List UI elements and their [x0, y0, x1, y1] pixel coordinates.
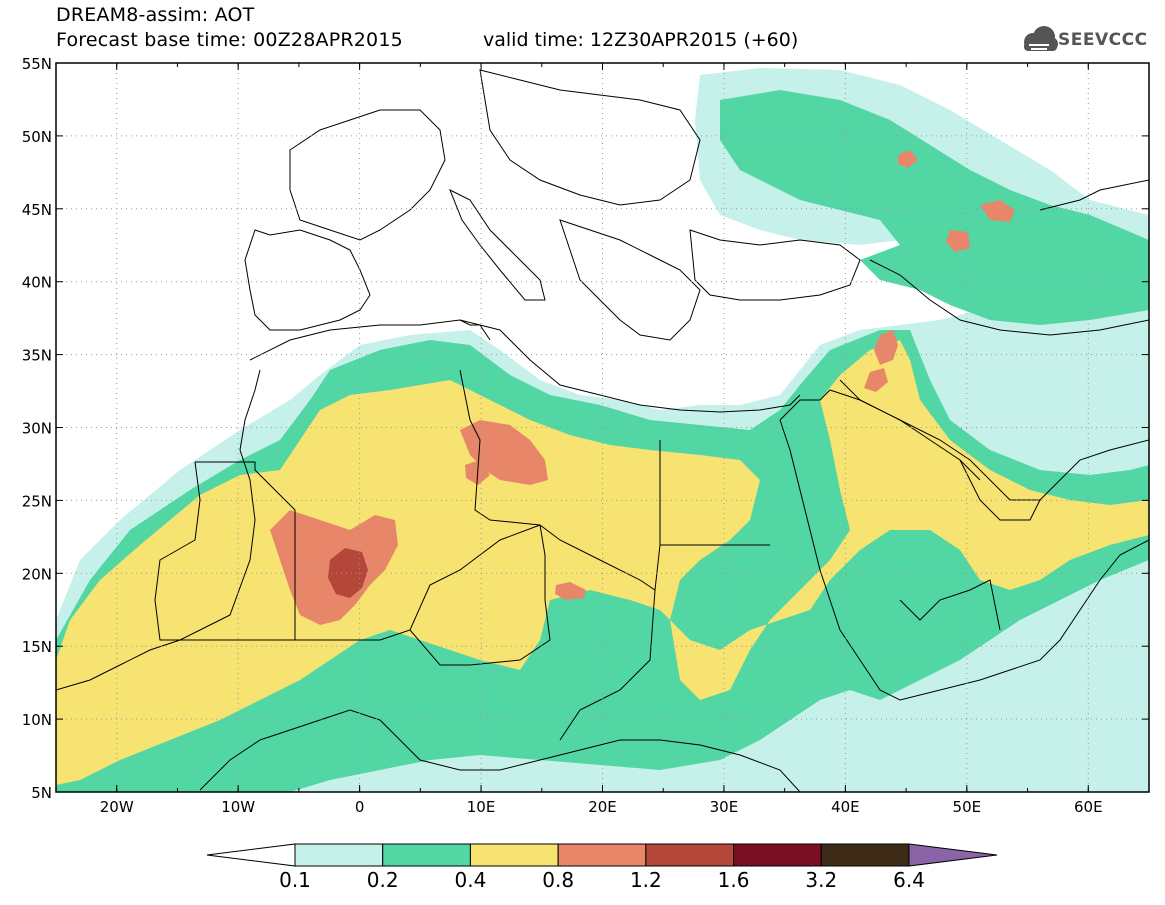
lat-axis-labels: 55N 50N 45N 40N 35N 30N 25N 20N 15N 10N 5N: [22, 55, 52, 802]
lat-label: 10N: [22, 711, 52, 729]
colorbar-label: 0.4: [455, 868, 487, 892]
lon-label: 10W: [221, 798, 255, 816]
colorbar-box: [733, 843, 822, 867]
lat-label: 35N: [22, 347, 52, 365]
lat-label: 30N: [22, 420, 52, 438]
lat-label: 15N: [22, 638, 52, 656]
lon-label: 40E: [831, 798, 860, 816]
lat-label: 45N: [22, 201, 52, 219]
valid-time-label: valid time: 12Z30APR2015 (+60): [483, 29, 799, 51]
base-time-label: Forecast base time: 00Z28APR2015: [56, 29, 403, 51]
aot-band-1-2: [328, 548, 368, 598]
lon-label: 20W: [100, 798, 134, 816]
lat-label: 50N: [22, 128, 52, 146]
colorbar-label: 6.4: [893, 868, 925, 892]
borders: [56, 69, 1149, 792]
colorbar-labels: 0.1 0.2 0.4 0.8 1.2 1.6 3.2 6.4: [279, 868, 925, 892]
colorbar-box: [294, 843, 384, 867]
colorbar-low-arrow: [206, 843, 296, 867]
colorbar-label: 0.2: [367, 868, 399, 892]
colorbar-label: 0.8: [542, 868, 574, 892]
colorbar-high-arrow: [908, 843, 998, 867]
logo-text: SEEVCCC: [1058, 30, 1148, 50]
lon-label: 0: [355, 798, 365, 816]
colorbar-box: [645, 843, 735, 867]
lat-label: 40N: [22, 274, 52, 292]
colorbar-box: [469, 843, 559, 867]
colorbar-box: [557, 843, 647, 867]
lat-label: 5N: [31, 784, 52, 802]
lat-label: 20N: [22, 565, 52, 583]
colorbar-label: 3.2: [805, 868, 837, 892]
grid-lines: [56, 63, 1149, 792]
colorbar-label: 1.2: [630, 868, 662, 892]
lon-label: 60E: [1074, 798, 1103, 816]
aot-band-0-4: [56, 340, 1149, 785]
lon-label: 10E: [467, 798, 496, 816]
lat-label: 55N: [22, 55, 52, 73]
colorbar: [206, 843, 998, 867]
product-title: DREAM8-assim: AOT: [56, 4, 255, 26]
lon-label: 20E: [588, 798, 617, 816]
colorbar-label: 1.6: [718, 868, 750, 892]
colorbar-label: 0.1: [279, 868, 311, 892]
lon-label: 50E: [953, 798, 982, 816]
lat-label: 25N: [22, 492, 52, 510]
axis-ticks: [55, 62, 1150, 793]
colorbar-box: [820, 843, 910, 867]
lon-label: 30E: [710, 798, 739, 816]
cloud-logo-icon: [1024, 26, 1058, 51]
colorbar-box: [382, 843, 471, 867]
lon-axis-labels: 20W 10W 0 10E 20E 30E 40E 50E 60E: [100, 798, 1103, 816]
